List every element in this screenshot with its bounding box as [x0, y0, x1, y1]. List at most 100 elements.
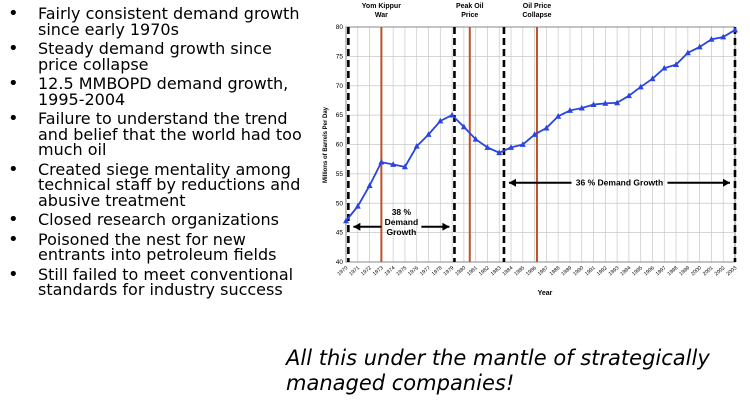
y-tick-label: 65 [336, 112, 344, 119]
data-point [425, 131, 432, 137]
x-tick-label: 1991 [584, 265, 597, 277]
y-tick-label: 60 [336, 142, 344, 149]
y-tick-label: 40 [336, 259, 344, 266]
x-tick-label: 1990 [572, 265, 585, 277]
x-tick-label: 1975 [395, 265, 408, 277]
y-tick-label: 45 [336, 230, 344, 237]
data-point [401, 163, 408, 170]
y-tick-label: 50 [336, 200, 344, 207]
x-tick-label: 1997 [655, 265, 668, 277]
x-tick-label: 1979 [443, 265, 456, 277]
data-point [437, 117, 444, 124]
x-tick-label: 1988 [549, 265, 562, 277]
x-tick-label: 1998 [667, 265, 680, 277]
x-tick-label: 1993 [608, 265, 621, 277]
data-point [614, 99, 621, 106]
x-tick-label: 1999 [678, 265, 691, 277]
data-point [343, 217, 349, 224]
bullet-item: Created siege mentality among technical … [6, 161, 311, 209]
data-point [602, 100, 609, 106]
demand-series [343, 26, 738, 224]
x-tick-labels: 1970 1971 1972 1973 1974 1975 1976 1977 1978 1979… [337, 265, 739, 277]
x-axis-label: Year [538, 290, 553, 297]
y-tick-label: 80 [336, 24, 344, 31]
event-label: Peak Oil Price [456, 3, 484, 19]
x-tick-label: 1980 [454, 265, 467, 277]
data-point [449, 111, 456, 118]
bullet-item: 12.5 MMBOPD demand growth, 1995-2004 [6, 76, 311, 108]
x-tick-label: 1995 [631, 265, 644, 277]
x-tick-label: 1986 [525, 265, 538, 277]
data-point [720, 33, 727, 40]
x-tick-label: 1970 [337, 265, 350, 277]
data-point [732, 26, 738, 33]
data-point [625, 92, 632, 99]
arrow-head [508, 178, 516, 187]
data-point [661, 64, 668, 71]
data-point [472, 135, 479, 142]
plot-frame [345, 26, 736, 263]
data-point [484, 144, 491, 150]
annotation-label: 36 % Demand Growth [576, 178, 663, 188]
x-tick-label: 2001 [702, 265, 715, 277]
x-tick-label: 1971 [348, 265, 361, 277]
arrow-head [723, 178, 730, 187]
event-lines: Yom Kippur War Peak Oil Price Oil Price Colla… [362, 3, 552, 262]
data-point [566, 107, 573, 113]
x-tick-label: 1984 [502, 265, 515, 277]
growth-annotations: 38 % Demand Growth 36 % Demand Growth [353, 178, 730, 237]
x-tick-label: 1978 [431, 265, 444, 277]
period-lines [347, 27, 737, 262]
annotation-label: 38 % Demand Growth [385, 207, 419, 237]
data-point [543, 124, 550, 131]
bullet-item: Poisoned the nest for new entrants into … [6, 231, 311, 263]
bullet-item: Closed research organizations [6, 212, 311, 228]
data-point [578, 104, 585, 111]
data-point [637, 83, 644, 90]
x-tick-label: 1989 [560, 265, 573, 277]
data-point [708, 36, 715, 42]
x-tick-label: 1992 [596, 265, 609, 277]
y-tick-label: 75 [336, 53, 344, 60]
oil-demand-chart: Yom Kippur War Peak Oil Price Oil Price Colla… [323, 3, 739, 297]
x-tick-label: 2003 [726, 265, 739, 277]
arrow-head [442, 222, 450, 231]
footer-note: All this under the mantle of strategical… [286, 346, 710, 395]
data-point [460, 123, 467, 130]
data-point [590, 101, 597, 107]
x-tick-label: 1974 [384, 265, 397, 277]
data-point [496, 149, 503, 156]
event-label: Oil Price Collapse [522, 3, 551, 19]
x-tick-label: 1996 [643, 265, 656, 277]
series-line [345, 29, 736, 222]
bullet-list: Fairly consistent demand growth since ea… [6, 6, 311, 302]
y-tick-label: 70 [336, 83, 344, 90]
x-tick-label: 1973 [372, 265, 385, 277]
data-point [413, 142, 420, 149]
bullet-item: Still failed to meet conventional standa… [6, 266, 311, 298]
bullet-item: Steady demand growth since price collaps… [6, 41, 311, 73]
x-tick-label: 1981 [466, 265, 479, 277]
data-point [531, 131, 538, 137]
bullet-item: Fairly consistent demand growth since ea… [6, 6, 311, 38]
data-point [555, 113, 562, 119]
bullet-item: Failure to understand the trend and beli… [6, 111, 311, 158]
data-point [366, 182, 373, 189]
y-axis-label: Millions of Barrels Per Day [323, 106, 329, 183]
y-tick-labels: 40 45 50 55 60 65 70 75 80 [336, 24, 344, 266]
x-tick-label: 1977 [419, 265, 432, 277]
event-label: Yom Kippur War [362, 3, 401, 19]
data-point [354, 202, 361, 209]
arrow-head [353, 222, 361, 231]
x-tick-label: 1985 [513, 265, 526, 277]
data-point [696, 43, 703, 50]
data-point [508, 144, 515, 150]
x-tick-label: 1976 [407, 265, 420, 277]
data-point [390, 161, 397, 167]
x-tick-label: 1983 [490, 265, 503, 277]
x-tick-label: 2000 [690, 265, 703, 277]
x-tick-label: 1987 [537, 265, 550, 277]
x-tick-label: 1994 [619, 265, 632, 277]
y-tick-label: 55 [336, 171, 344, 178]
data-point [673, 61, 680, 67]
